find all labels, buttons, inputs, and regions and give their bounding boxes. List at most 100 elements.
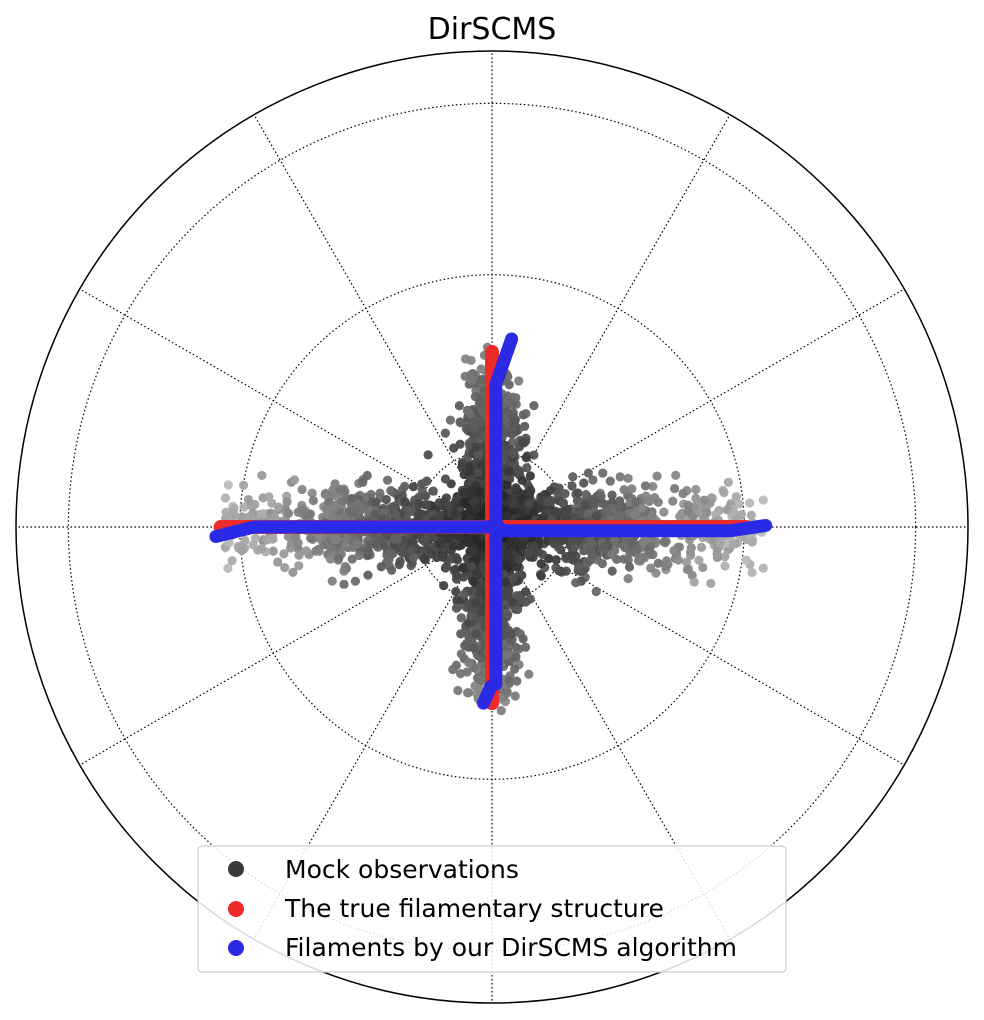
observation-point [455, 417, 465, 427]
observation-point [509, 664, 520, 674]
observation-point [524, 548, 534, 559]
observation-point [668, 496, 678, 506]
observation-point [456, 649, 466, 659]
observation-point [335, 484, 345, 495]
observation-point [619, 485, 629, 495]
observation-point [518, 410, 528, 420]
legend-label-observations: Mock observations [285, 855, 519, 884]
observation-point [395, 556, 405, 566]
observation-point [514, 376, 524, 386]
observation-point [294, 550, 304, 560]
observation-point [596, 491, 606, 501]
observation-point [374, 535, 384, 545]
observation-point [370, 509, 380, 520]
observation-point [339, 579, 349, 589]
observation-point [285, 543, 296, 553]
observation-point [685, 547, 695, 558]
observation-point [458, 563, 468, 573]
observation-point [571, 551, 581, 561]
observation-point [673, 555, 684, 565]
observation-point [729, 507, 739, 517]
observation-point [376, 562, 386, 572]
observation-point [458, 572, 469, 582]
observation-point [619, 542, 630, 552]
true-filament-point [485, 344, 499, 359]
observation-point [505, 538, 515, 548]
observation-point [434, 498, 444, 508]
observation-point [408, 482, 418, 492]
observation-point [400, 497, 410, 507]
dirscms-filament-point [505, 332, 519, 346]
observation-point [464, 657, 474, 668]
observation-point [283, 508, 294, 519]
observation-point [553, 490, 563, 500]
observation-point [414, 499, 424, 509]
observation-point [508, 498, 518, 508]
observation-point [519, 438, 529, 448]
observation-point [466, 611, 476, 621]
observation-point [511, 642, 521, 652]
observation-point [661, 561, 671, 571]
observation-point [459, 489, 469, 499]
observation-point [283, 531, 294, 542]
observation-point [507, 437, 517, 448]
observation-point [451, 660, 461, 670]
observation-point [366, 489, 376, 500]
observation-point [574, 562, 584, 573]
observation-point [758, 563, 768, 573]
observation-point [306, 533, 316, 543]
observation-point [580, 500, 590, 510]
observation-point [414, 509, 424, 519]
observation-point [340, 561, 350, 572]
observation-point [406, 506, 416, 517]
observation-point [605, 476, 615, 486]
observation-point [518, 634, 528, 644]
observation-point [239, 502, 249, 512]
observation-point [591, 586, 601, 597]
dirscms-filament-point [759, 518, 773, 532]
observation-point [522, 463, 532, 473]
observation-point [279, 549, 289, 559]
observation-point [421, 499, 432, 510]
observation-point [561, 551, 571, 562]
legend-marker-true-filament [228, 901, 244, 917]
observation-point [653, 497, 663, 507]
observation-point [610, 535, 620, 545]
observation-point [529, 401, 539, 411]
grid-spoke-330 [491, 526, 905, 766]
observation-point [451, 603, 462, 613]
observation-point [615, 472, 625, 482]
observation-point [408, 553, 419, 563]
chart-title: DirSCMS [428, 12, 557, 47]
observation-point [477, 607, 487, 617]
observation-point [681, 557, 692, 567]
observation-point [308, 495, 318, 506]
observation-point [694, 555, 704, 565]
observation-point [435, 539, 445, 549]
observation-point [502, 686, 512, 697]
observation-point [514, 555, 524, 565]
observation-point [478, 417, 488, 428]
observation-point [614, 510, 624, 520]
observation-point [392, 534, 402, 544]
observation-point [268, 546, 278, 556]
observation-point [624, 562, 635, 572]
observation-point [250, 499, 260, 510]
legend-label-true-filament: The true filamentary structure [284, 894, 664, 923]
observation-point [451, 552, 461, 563]
observation-point [297, 505, 307, 516]
observation-point [463, 406, 473, 416]
observation-point [640, 481, 651, 491]
observation-point [440, 474, 451, 484]
observation-point [250, 533, 261, 543]
observation-point [651, 568, 661, 578]
observation-point [671, 470, 681, 480]
observation-point [381, 494, 391, 505]
observation-point [641, 491, 651, 501]
observation-point [503, 549, 513, 560]
observation-point [648, 481, 658, 492]
observation-point [698, 562, 708, 573]
observation-point [468, 586, 478, 596]
observation-point [551, 563, 561, 573]
observation-point [607, 550, 617, 560]
